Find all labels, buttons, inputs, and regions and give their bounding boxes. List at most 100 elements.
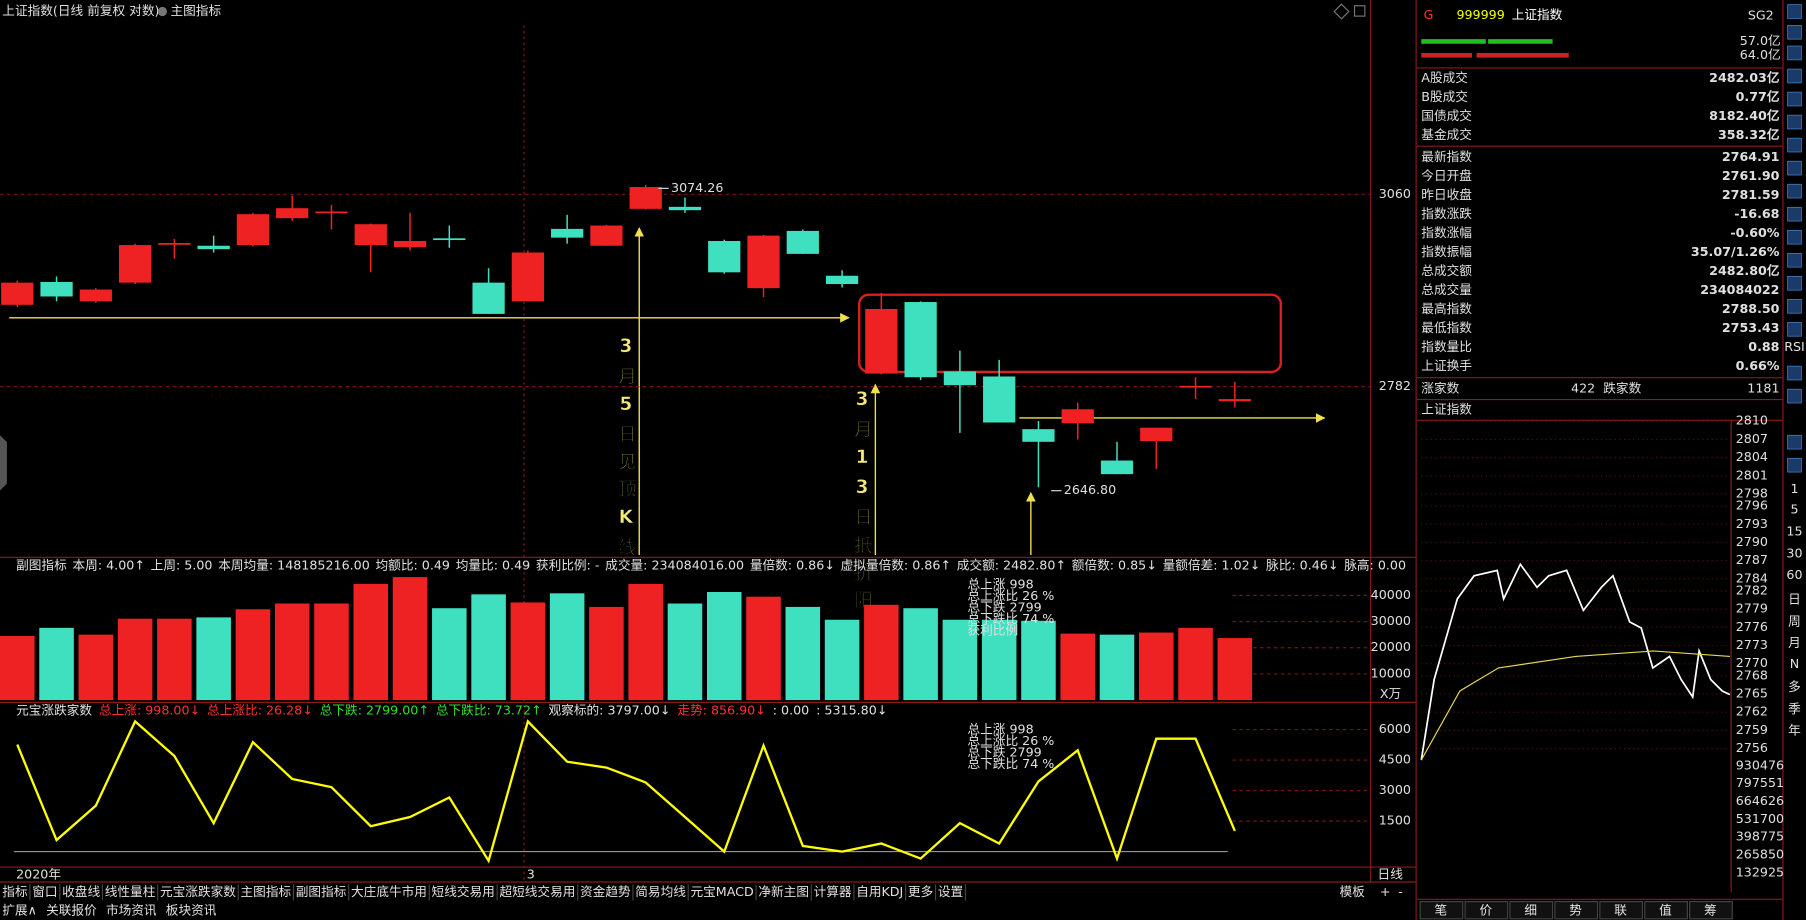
candle-body <box>1061 409 1094 424</box>
name: 上证指数 <box>1512 6 1563 21</box>
candle-body <box>629 187 662 209</box>
y2-tick-label: 797551 <box>1736 775 1784 790</box>
sidebar-item[interactable]: 日 <box>1788 591 1801 606</box>
indicator-menu[interactable]: 主图指标 <box>170 3 221 18</box>
sidebar-item[interactable]: 60 <box>1786 567 1802 582</box>
side-handle[interactable] <box>0 435 7 491</box>
y2-tick-label: 398775 <box>1736 829 1784 844</box>
link[interactable]: 市场资讯 <box>106 902 157 917</box>
header-item: 总下跌比: 73.72↑ <box>436 702 542 717</box>
tab[interactable]: 元宝涨跌家数 <box>160 884 236 899</box>
volume-bar <box>1060 633 1096 701</box>
link[interactable]: 关联报价 <box>46 902 97 917</box>
link[interactable]: 板块资讯 <box>166 902 217 917</box>
sidebar-item[interactable]: 15 <box>1786 523 1802 538</box>
sidebar-item[interactable]: 1 <box>1790 481 1798 496</box>
candle-body <box>1022 429 1055 442</box>
y-tick-label: 2798 <box>1736 485 1768 500</box>
row-label: 指数振幅 <box>1421 244 1472 259</box>
header-item: 均额比: 0.49 <box>376 557 450 572</box>
side-tab[interactable]: 联 <box>1614 902 1627 917</box>
y-tick-label: 2779 <box>1736 601 1768 616</box>
side-tab-box[interactable] <box>1554 901 1599 920</box>
side-tab-box[interactable] <box>1644 901 1688 920</box>
volume-bar <box>39 627 74 701</box>
y2-tick-label: 930476 <box>1736 757 1784 772</box>
y-tick-label: 2762 <box>1736 704 1768 719</box>
unit-label: X万 <box>1380 686 1401 701</box>
price-label: 3074.26 <box>671 180 723 195</box>
sidebar-item[interactable]: 多 <box>1788 679 1801 694</box>
row-value: -0.60% <box>1730 225 1779 240</box>
tab[interactable]: 简易均线 <box>635 884 686 899</box>
tab[interactable]: 大庄底牛市用 <box>351 884 427 899</box>
sidebar-item[interactable]: 月 <box>1788 635 1801 650</box>
tab[interactable]: 计算器 <box>814 884 852 899</box>
tab[interactable]: 设置 <box>938 884 963 899</box>
side-tab-box[interactable] <box>1599 901 1644 920</box>
overlay-text: 总上涨比 26 % <box>968 733 1055 748</box>
icon[interactable] <box>1353 5 1366 17</box>
tab[interactable]: 净新主图 <box>758 884 809 899</box>
side-tab[interactable]: 筹 <box>1704 902 1717 917</box>
tab[interactable]: 副图指标 <box>296 884 347 899</box>
volume-bar <box>824 619 860 701</box>
volume-bar <box>903 608 938 701</box>
row-label: 总成交额 <box>1421 263 1472 278</box>
tab[interactable]: 主图指标 <box>241 884 292 899</box>
y-tick-label: 2756 <box>1736 740 1768 755</box>
y-tick-label: 2796 <box>1736 498 1768 513</box>
volume-bar <box>432 608 467 701</box>
tab-tool[interactable]: + <box>1380 884 1391 899</box>
tab[interactable]: 资金趋势 <box>580 884 631 899</box>
tab[interactable]: 超短线交易用 <box>499 884 575 899</box>
tab[interactable]: 短线交易用 <box>432 884 495 899</box>
side-tab[interactable]: 势 <box>1569 902 1582 917</box>
overlay-text: 总下跌 2799 <box>968 745 1042 760</box>
side-tab-box[interactable] <box>1419 901 1464 920</box>
quote-bars <box>1421 39 1569 58</box>
tab[interactable]: 窗口 <box>32 884 57 899</box>
side-tab[interactable]: 笔 <box>1435 902 1448 917</box>
side-tab[interactable]: 价 <box>1479 902 1492 917</box>
candle-body <box>354 224 387 246</box>
tab[interactable]: 元宝MACD <box>690 884 753 899</box>
tab-tool[interactable]: - <box>1398 884 1403 899</box>
header-item: 观察标的: 3797.00↓ <box>549 702 671 717</box>
side-tab-box[interactable] <box>1509 901 1554 920</box>
sidebar-item[interactable]: 30 <box>1786 545 1802 560</box>
candle-body <box>472 282 505 314</box>
side-tab[interactable]: 细 <box>1524 902 1537 917</box>
tab[interactable]: 更多 <box>908 884 933 899</box>
sidebar-item[interactable]: RSI <box>1784 339 1805 354</box>
sidebar-item[interactable]: 季 <box>1788 701 1801 716</box>
side-tab[interactable]: 值 <box>1659 902 1672 917</box>
tab[interactable]: 线性量柱 <box>105 884 156 899</box>
y-tick-label: 20000 <box>1371 639 1411 654</box>
sidebar-item[interactable]: 5 <box>1790 502 1798 517</box>
annotation: 3月5日见顶K线 <box>615 336 637 565</box>
link[interactable]: 扩展∧ <box>2 902 37 917</box>
side-tab-box[interactable] <box>1464 901 1509 920</box>
volume-bar <box>1099 634 1135 701</box>
candle-body <box>511 252 544 302</box>
icon[interactable] <box>1333 3 1350 20</box>
overlay-text: 总下跌比 74 % <box>968 611 1055 626</box>
tab[interactable]: 收盘线 <box>62 884 100 899</box>
candle-body <box>747 235 780 289</box>
tab[interactable]: 指标 <box>2 884 28 899</box>
sidebar-item[interactable]: N <box>1790 656 1799 671</box>
overlay-text: 获利比例 <box>968 622 1019 637</box>
toolbar-icons[interactable] <box>1787 4 1802 473</box>
header-item: 本周: 4.00↑ <box>73 557 145 572</box>
tab-tool[interactable]: 模板 <box>1340 884 1366 899</box>
volume-bar <box>864 604 899 701</box>
tab[interactable]: 自用KDJ <box>856 884 903 899</box>
side-tab-box[interactable] <box>1689 901 1733 920</box>
sidebar-item[interactable]: 年 <box>1788 723 1801 738</box>
breadth-value: 422 <box>1571 381 1595 396</box>
volume-bar <box>667 603 703 701</box>
sidebar-item[interactable]: 周 <box>1788 613 1801 628</box>
header-item: 上周: 5.00 <box>151 557 213 572</box>
